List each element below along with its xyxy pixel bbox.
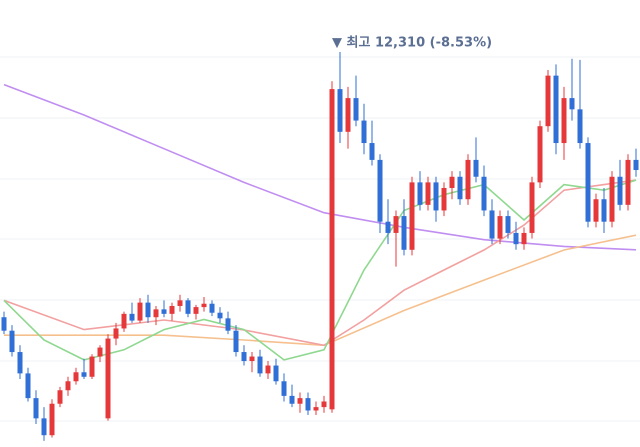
candle-body <box>257 356 263 374</box>
candle-body <box>161 309 167 314</box>
candle-body <box>177 300 183 306</box>
candle-body <box>201 303 207 308</box>
candle-body <box>449 176 455 188</box>
candle-body <box>241 352 247 362</box>
candle-body <box>281 381 287 396</box>
candle-body <box>617 176 623 205</box>
candle-body <box>169 305 175 314</box>
candle-body <box>33 398 39 419</box>
candle-body <box>497 216 503 239</box>
candle-body <box>209 303 215 313</box>
candle-body <box>97 347 103 357</box>
candle-body <box>265 365 271 374</box>
candle-body <box>545 75 551 127</box>
candle-body <box>561 98 567 144</box>
candle-body <box>457 176 463 200</box>
candle-body <box>489 210 495 239</box>
candle-body <box>537 126 543 183</box>
candle-body <box>513 232 519 245</box>
candle-body <box>289 395 295 404</box>
candle-body <box>625 159 631 205</box>
moving-average-line <box>3 179 637 347</box>
grid <box>0 56 640 422</box>
candle-body <box>185 300 191 314</box>
candle-body <box>529 182 535 233</box>
candle-body <box>145 302 151 318</box>
candle-body <box>41 418 47 436</box>
candle-body <box>409 182 415 250</box>
candle-body <box>601 199 607 222</box>
candle-body <box>337 89 343 132</box>
candle-body <box>273 365 279 382</box>
candle-body <box>369 143 375 160</box>
candle-body <box>329 89 335 410</box>
candle-body <box>593 199 599 222</box>
candle-body <box>225 318 231 331</box>
candle-body <box>553 75 559 144</box>
candle-body <box>81 372 87 377</box>
candle-body <box>481 176 487 211</box>
candle-body <box>505 216 511 233</box>
high-annotation: ▼ 최고 12,310 (-8.53%) <box>332 36 492 51</box>
candle-body <box>633 159 639 171</box>
candle-body <box>465 159 471 200</box>
candle-body <box>521 232 527 245</box>
candle-body <box>249 356 255 362</box>
candle-body <box>129 313 135 321</box>
candle-body <box>577 109 583 144</box>
candle-body <box>217 312 223 319</box>
candle-body <box>417 182 423 205</box>
candle-body <box>49 403 55 436</box>
candle-body <box>233 330 239 353</box>
moving-average-line <box>3 179 637 361</box>
candle-body <box>25 373 31 399</box>
candle-body <box>57 390 63 404</box>
candle-body <box>345 98 351 132</box>
candle-body <box>433 182 439 211</box>
candle-body <box>385 221 391 233</box>
candle-body <box>313 407 319 411</box>
candle-body <box>473 159 479 177</box>
candle-body <box>153 309 159 318</box>
moving-average-line <box>3 83 637 251</box>
candle-body <box>377 159 383 222</box>
candle-body <box>305 398 311 411</box>
candle-body <box>1 317 7 331</box>
candle-body <box>321 401 327 408</box>
candle-body <box>89 356 95 377</box>
candle-body <box>401 216 407 250</box>
candle-body <box>609 176 615 222</box>
candle-body <box>569 98 575 110</box>
candle-body <box>361 120 367 144</box>
candle-body <box>585 143 591 222</box>
candle-body <box>393 216 399 233</box>
candle-body <box>353 98 359 121</box>
candle-body <box>441 187 447 211</box>
candle-body <box>193 307 199 314</box>
candle-body <box>9 330 15 353</box>
candle-body <box>105 338 111 419</box>
candle-body <box>121 313 127 329</box>
candle-body <box>17 352 23 374</box>
candle-body <box>65 381 71 391</box>
candle-body <box>297 398 303 404</box>
moving-average-line <box>4 234 637 347</box>
candle-body <box>137 302 143 321</box>
candle-body <box>73 372 79 382</box>
candle-body <box>425 182 431 205</box>
candle-body <box>113 328 119 339</box>
